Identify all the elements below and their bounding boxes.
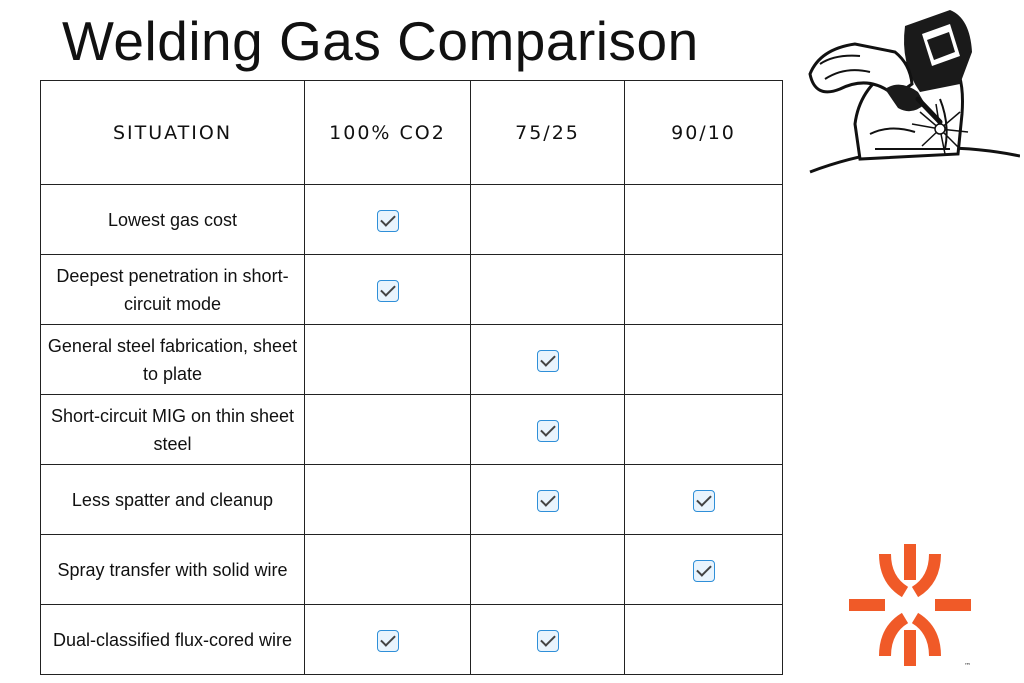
checkbox-checked-icon [376,279,399,302]
gas-option-cell [304,534,471,605]
checkbox-checked-icon [692,559,715,582]
header-co2: 100% CO2 [304,80,471,185]
gas-option-cell [470,394,625,465]
gas-option-cell [304,184,471,255]
gas-option-cell [624,534,783,605]
gas-option-cell [624,184,783,255]
gas-option-cell [470,184,625,255]
gas-option-cell [470,534,625,605]
table-row: General steel fabrication, sheet to plat… [40,324,783,395]
gas-option-cell [624,464,783,535]
situation-cell: Lowest gas cost [40,184,305,255]
header-90-10: 90/10 [624,80,783,185]
brand-logo-icon [849,544,971,666]
checkbox-checked-icon [536,629,559,652]
gas-option-cell [624,324,783,395]
gas-option-cell [470,324,625,395]
header-situation: SITUATION [40,80,305,185]
table-row: Lowest gas cost [40,184,783,255]
checkbox-checked-icon [376,629,399,652]
checkbox-checked-icon [376,209,399,232]
table-row: Short-circuit MIG on thin sheet steel [40,394,783,465]
checkbox-checked-icon [536,419,559,442]
gas-option-cell [470,464,625,535]
welder-icon [808,10,1020,174]
table-row: Spray transfer with solid wire [40,534,783,605]
gas-option-cell [470,254,625,325]
gas-option-cell [304,324,471,395]
gas-option-cell [304,464,471,535]
situation-cell: Deepest penetration in short-circuit mod… [40,254,305,325]
checkbox-checked-icon [692,489,715,512]
gas-option-cell [470,604,625,675]
situation-cell: Short-circuit MIG on thin sheet steel [40,394,305,465]
checkbox-checked-icon [536,489,559,512]
trademark-symbol: ™ [964,662,971,670]
table-body: Lowest gas cost Deepest penetration in sh… [40,184,783,675]
gas-option-cell [304,394,471,465]
situation-cell: Dual-classified flux-cored wire [40,604,305,675]
gas-option-cell [624,604,783,675]
table-header-row: SITUATION 100% CO2 75/25 90/10 [40,80,783,185]
situation-cell: Spray transfer with solid wire [40,534,305,605]
table-row: Dual-classified flux-cored wire [40,604,783,675]
comparison-table: SITUATION 100% CO2 75/25 90/10 Lowest ga… [40,80,783,675]
header-75-25: 75/25 [470,80,625,185]
table-row: Deepest penetration in short-circuit mod… [40,254,783,325]
situation-cell: General steel fabrication, sheet to plat… [40,324,305,395]
checkbox-checked-icon [536,349,559,372]
gas-option-cell [624,254,783,325]
gas-option-cell [304,604,471,675]
gas-option-cell [304,254,471,325]
page-title: Welding Gas Comparison [62,10,699,72]
gas-option-cell [624,394,783,465]
situation-cell: Less spatter and cleanup [40,464,305,535]
table-row: Less spatter and cleanup [40,464,783,535]
